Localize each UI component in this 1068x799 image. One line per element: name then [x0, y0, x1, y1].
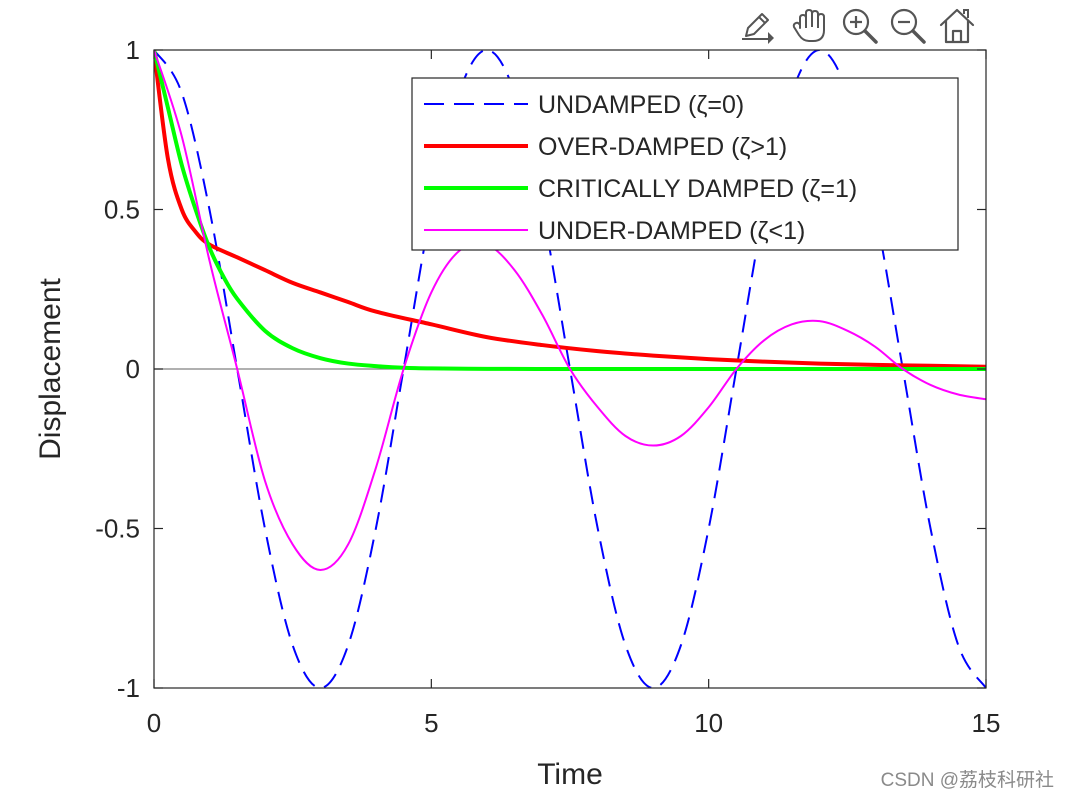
- legend-entry[interactable]: CRITICALLY DAMPED (ζ=1): [424, 175, 857, 203]
- tick-layer: 0 5 10 15 -1 -0.5 0 0.5 1: [95, 35, 1000, 738]
- zoom-in-icon[interactable]: [840, 6, 878, 44]
- legend-entry[interactable]: OVER-DAMPED (ζ>1): [424, 133, 787, 161]
- legend-entry[interactable]: UNDER-DAMPED (ζ<1): [424, 217, 805, 245]
- x-tick-label: 0: [147, 708, 161, 738]
- legend-box: [411, 77, 959, 251]
- legend[interactable]: UNDAMPED (ζ=0) OVER-DAMPED (ζ>1) CRITICALL…: [411, 77, 959, 251]
- x-tick-label: 10: [694, 708, 723, 738]
- pan-hand-icon[interactable]: [790, 6, 828, 44]
- legend-label: UNDER-DAMPED (ζ<1): [538, 217, 805, 245]
- y-tick-label: -1: [117, 673, 140, 703]
- edit-plot-icon[interactable]: [738, 6, 776, 44]
- legend-entry[interactable]: UNDAMPED (ζ=0): [424, 91, 744, 119]
- y-tick-label: 1: [126, 35, 140, 65]
- y-axis-label: Displacement: [34, 277, 67, 459]
- axes-toolbar: [738, 6, 976, 44]
- legend-label: CRITICALLY DAMPED (ζ=1): [538, 175, 857, 203]
- series-line-underdamped: [154, 50, 986, 571]
- series-line-critically: [154, 50, 986, 372]
- x-tick-label: 5: [424, 708, 438, 738]
- zoom-out-icon[interactable]: [888, 6, 926, 44]
- legend-label: UNDAMPED (ζ=0): [538, 91, 744, 119]
- x-axis-label: Time: [537, 758, 603, 791]
- y-tick-label: -0.5: [95, 514, 140, 544]
- legend-label: OVER-DAMPED (ζ>1): [538, 133, 787, 161]
- series-line-overdamped: [154, 50, 986, 369]
- y-tick-label: 0: [126, 354, 140, 384]
- y-tick-label: 0.5: [104, 195, 140, 225]
- x-tick-label: 15: [972, 708, 1001, 738]
- watermark-text: CSDN @荔枝科研社: [881, 769, 1054, 791]
- home-icon[interactable]: [938, 6, 976, 44]
